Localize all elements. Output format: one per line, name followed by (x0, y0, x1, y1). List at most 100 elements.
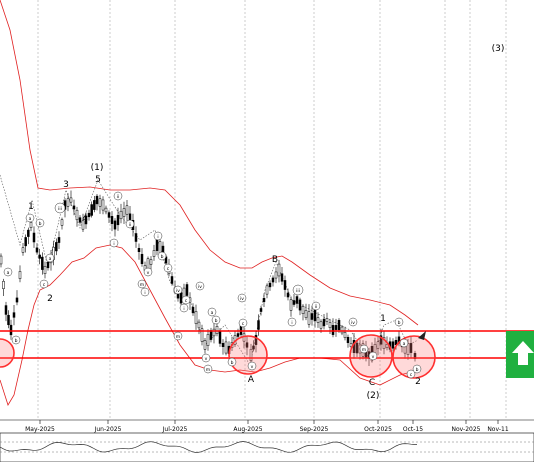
candle-body (24, 237, 27, 247)
candle-body (55, 242, 58, 252)
candle-body (35, 247, 39, 253)
candle-body (203, 340, 207, 350)
minor-wave-label: c (242, 322, 245, 327)
candle-body (252, 345, 255, 350)
candle-body (95, 195, 99, 205)
minor-wave-marker (39, 279, 49, 289)
minor-wave-label: b (39, 221, 42, 227)
minor-wave-label: ii (117, 194, 120, 200)
candle-body (179, 292, 183, 304)
candle-body (382, 337, 386, 349)
candle-body (119, 210, 123, 220)
minor-wave-label: b (398, 320, 401, 326)
candle-body (328, 322, 332, 328)
minor-wave-marker (399, 338, 409, 348)
candle-body (221, 342, 225, 348)
candle-body (206, 334, 210, 346)
candle-body (409, 343, 413, 353)
candle-body (116, 214, 120, 226)
candle-body (158, 241, 162, 254)
candle-body (90, 204, 93, 216)
candle-body (32, 232, 36, 243)
highlight-circle (0, 338, 15, 368)
candle-body (301, 306, 305, 314)
candle-body (46, 261, 50, 269)
minor-wave-label: iv (351, 320, 355, 326)
x-tick-label: Jul-2025 (162, 426, 188, 433)
minor-wave-label: i (144, 290, 145, 296)
minor-wave-label: m (176, 335, 180, 340)
minor-wave-marker (227, 357, 237, 367)
candle-body (337, 319, 341, 331)
oscillator-panel (0, 432, 534, 462)
minor-wave-label: iv (198, 284, 202, 290)
candle-body (27, 229, 30, 237)
main-wave-label: (3) (492, 44, 505, 54)
candle-body (84, 215, 88, 225)
candle-body (57, 237, 61, 243)
candle-body (224, 341, 228, 354)
oscillator-line (0, 441, 417, 453)
main-wave-label: 5 (95, 175, 101, 185)
candle-body (277, 263, 281, 277)
minor-wave-marker (237, 293, 247, 303)
minor-wave-marker (287, 317, 297, 327)
main-wave-label: (1) (91, 163, 104, 173)
minor-wave-marker (153, 231, 163, 241)
main-wave-label: A (248, 375, 255, 385)
minor-wave-label: a (29, 217, 32, 222)
minor-wave-label: a (403, 342, 406, 347)
candle-body (343, 332, 347, 338)
candle-body (236, 333, 240, 337)
candle-body (15, 297, 19, 303)
candle-body (7, 314, 10, 326)
candle-body (75, 209, 79, 221)
candle-body (98, 198, 102, 207)
minor-wave-label: i (291, 320, 292, 326)
candle-body (307, 311, 311, 325)
candle-body (29, 222, 33, 228)
candle-body (242, 333, 246, 342)
minor-wave-label: v (205, 357, 208, 362)
chart-grid (37, 0, 507, 420)
candle-body (271, 277, 275, 283)
candle-body (60, 219, 64, 226)
candle-body (101, 199, 105, 211)
main-wave-label: 2 (47, 294, 53, 304)
minor-wave-marker (359, 344, 369, 354)
candle-body (149, 259, 153, 265)
candle-body (137, 247, 141, 253)
candle-body (379, 335, 383, 345)
minor-wave-marker (11, 335, 21, 345)
minor-wave-marker (207, 307, 217, 317)
candle-body (349, 343, 353, 347)
minor-wave-marker (238, 318, 248, 328)
candle-body (212, 328, 216, 337)
minor-wave-marker (406, 369, 416, 379)
highlight-circle (228, 335, 268, 375)
candle-body (155, 239, 159, 251)
candle-body (78, 217, 82, 223)
candle-body (304, 310, 308, 318)
candle-body (218, 331, 222, 344)
main-wave-label: 1 (28, 202, 34, 212)
minor-wave-marker (195, 281, 205, 291)
main-wave-label: 1 (380, 314, 386, 324)
minor-wave-marker (368, 351, 378, 361)
minor-wave-label: a (211, 311, 214, 316)
pointer-arrow-icon (418, 331, 426, 340)
candle-body (310, 313, 314, 320)
candles (0, 190, 417, 369)
minor-wave-marker (143, 267, 153, 277)
minor-wave-marker (348, 317, 358, 327)
minor-wave-marker (211, 315, 221, 325)
candle-body (292, 300, 296, 305)
candle-body (249, 349, 253, 361)
x-tick-label: Nov-11 (487, 426, 509, 433)
candle-body (346, 336, 350, 344)
minor-wave-label: a (49, 257, 52, 262)
minor-wave-label: c (43, 283, 46, 288)
minor-wave-label: i (183, 306, 184, 312)
